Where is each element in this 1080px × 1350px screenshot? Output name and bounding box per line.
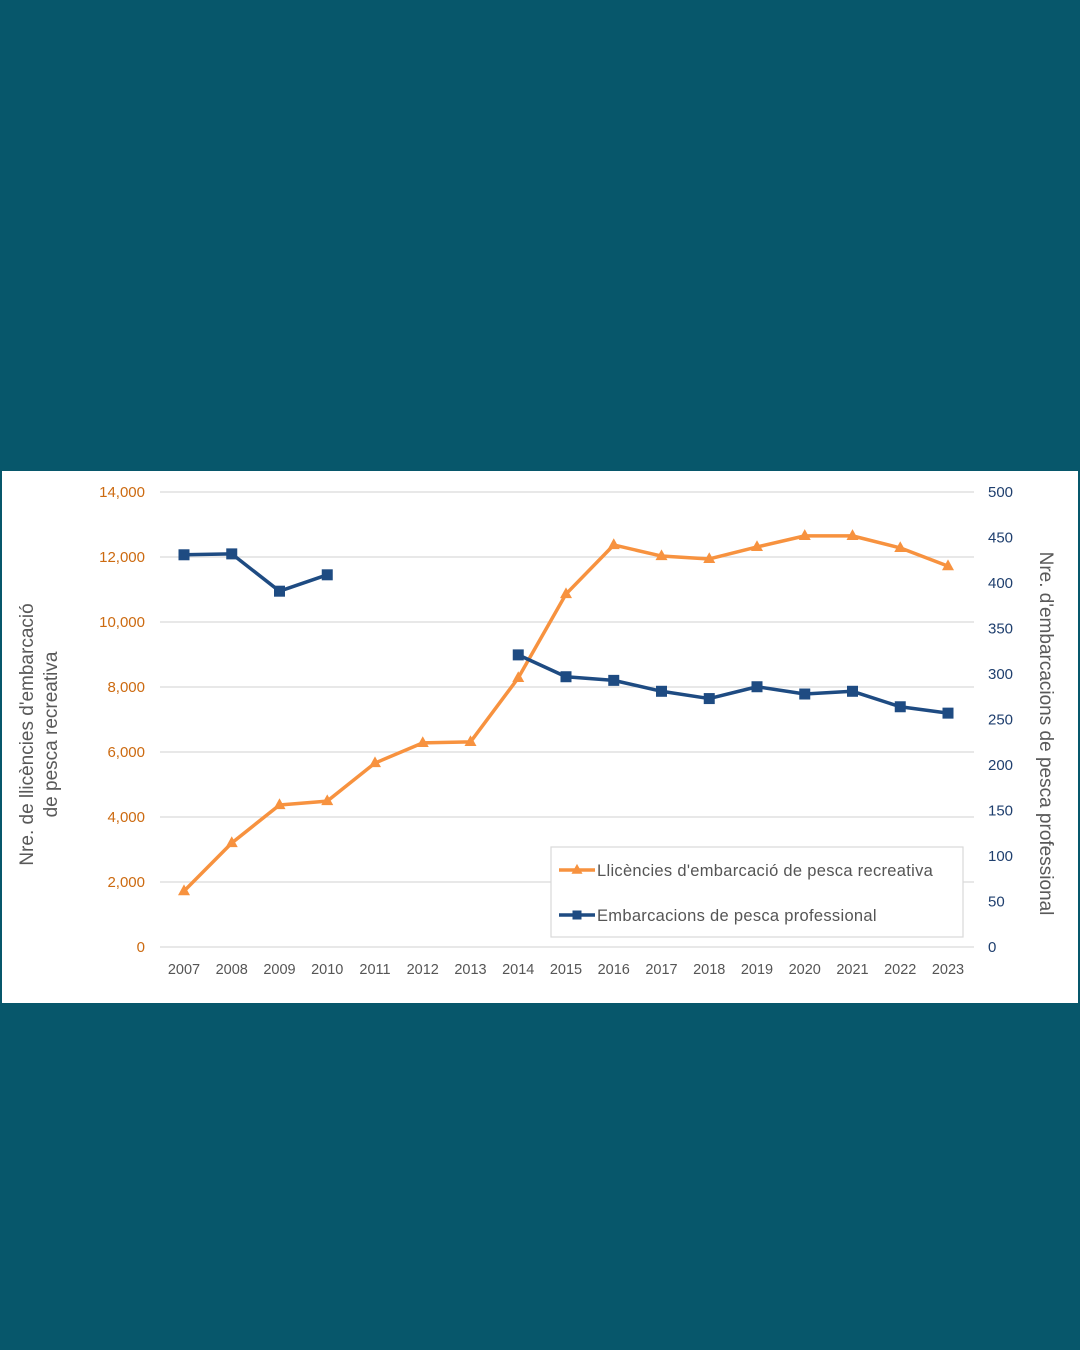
right-axis-title: Nre. d'embarcacions de pesca professiona… — [1035, 552, 1056, 916]
left-tick-label: 10,000 — [99, 614, 145, 631]
data-point-square — [799, 688, 811, 700]
x-tick-label: 2012 — [407, 962, 439, 978]
data-point-square — [178, 549, 190, 561]
left-axis-title-line: de pesca recreativa — [41, 651, 62, 817]
data-point-triangle — [369, 756, 381, 768]
chart: 02,0004,0006,0008,00010,00012,00014,000 … — [17, 484, 1056, 978]
right-tick-label: 500 — [988, 484, 1013, 501]
chart-panel: 0 2,000 4,000 6,000 8,000 10,000 12,000 14,000 … — [2, 471, 1078, 1003]
right-tick-label: 50 — [988, 894, 1005, 911]
x-tick-label: 2018 — [693, 962, 725, 978]
series-professional-boats — [178, 548, 954, 719]
data-point-triangle — [416, 736, 429, 748]
right-tick-label: 0 — [988, 939, 996, 956]
left-tick-label: 4,000 — [107, 809, 145, 826]
data-point-square — [608, 674, 620, 686]
data-point-triangle — [321, 794, 334, 806]
right-tick-label: 350 — [988, 621, 1013, 638]
data-point-square — [321, 569, 333, 581]
data-point-triangle — [273, 798, 286, 810]
left-tick-label: 12,000 — [99, 549, 145, 566]
x-tick-label: 2020 — [789, 962, 821, 978]
data-point-triangle — [751, 540, 763, 552]
right-tick-label: 150 — [988, 803, 1013, 820]
right-tick-label: 300 — [988, 666, 1013, 683]
left-tick-label: 2,000 — [107, 874, 145, 891]
x-tick-label: 2010 — [311, 962, 343, 978]
data-point-square — [656, 685, 667, 697]
left-tick-label: 0 — [137, 939, 145, 956]
data-point-triangle — [225, 836, 238, 848]
data-point-triangle — [894, 541, 907, 553]
legend-square-marker — [572, 910, 582, 920]
right-tick-label: 450 — [988, 530, 1013, 547]
legend-label: Embarcacions de pesca professional — [597, 907, 877, 925]
legend-box — [550, 846, 964, 938]
right-axis-title: Nre. d'embarcacions de pesca professiona… — [1035, 552, 1056, 916]
legend-label: Llicències d'embarcació de pesca recreat… — [597, 862, 934, 880]
data-point-square — [512, 649, 524, 661]
legend-item: Llicències d'embarcació de pesca recreat… — [559, 862, 934, 880]
data-point-triangle — [942, 559, 954, 571]
x-tick-label: 2007 — [168, 962, 200, 978]
left-tick-label: 6,000 — [107, 744, 145, 761]
left-tick-label: 8,000 — [107, 679, 145, 696]
data-point-triangle — [655, 549, 668, 561]
left-tick-label: 14,000 — [99, 484, 145, 501]
right-tick-label: 200 — [988, 757, 1013, 774]
data-point-triangle — [464, 735, 477, 747]
legend-item: Embarcacions de pesca professional — [559, 907, 877, 925]
left-axis-title: Nre. de llicències d'embarcació de pesca … — [17, 603, 62, 865]
data-point-square — [894, 701, 906, 713]
data-point-triangle — [178, 884, 190, 896]
x-tick-label: 2009 — [263, 962, 295, 978]
series-layer — [178, 529, 954, 896]
right-tick-label: 400 — [988, 575, 1013, 592]
data-point-square — [560, 671, 572, 683]
right-tick-label: 100 — [988, 848, 1013, 865]
x-tick-label: 2011 — [359, 962, 390, 978]
x-tick-label: 2016 — [598, 962, 630, 978]
data-point-square — [751, 681, 763, 693]
x-tick-label: 2013 — [454, 962, 486, 978]
series-recreational-licenses — [178, 529, 954, 896]
x-tick-label: 2017 — [645, 962, 677, 978]
right-axis-ticks: 0 50 100 150 200 250 300 350 400 450 500 — [988, 484, 1013, 956]
data-point-triangle — [703, 552, 716, 564]
x-tick-label: 2019 — [741, 962, 773, 978]
data-point-square — [847, 685, 858, 697]
data-point-square — [226, 548, 238, 560]
data-point-triangle — [846, 529, 859, 540]
data-point-triangle — [798, 529, 811, 540]
gridlines — [160, 491, 974, 948]
x-axis-ticks: 2007 2008 2009 2010 2011 2012 2013 2014 2015 2016… — [168, 962, 964, 978]
data-point-square — [274, 585, 285, 597]
x-tick-label: 2023 — [932, 962, 964, 978]
right-tick-label: 250 — [988, 712, 1013, 729]
legend-triangle-marker — [571, 863, 583, 874]
x-tick-label: 2008 — [216, 962, 248, 978]
left-axis-title-line: Nre. de llicències d'embarcació — [17, 603, 38, 865]
x-tick-label: 2014 — [502, 962, 534, 978]
data-point-square — [942, 707, 954, 719]
x-tick-label: 2015 — [550, 962, 582, 978]
x-tick-label: 2021 — [836, 962, 868, 978]
x-tick-label: 2022 — [884, 962, 916, 978]
data-point-square — [703, 693, 715, 705]
left-axis-ticks: 0 2,000 4,000 6,000 8,000 10,000 12,000 14,000 — [99, 484, 145, 956]
data-point-triangle — [607, 538, 620, 550]
data-point-triangle — [512, 671, 525, 683]
series-line — [183, 552, 949, 715]
legend: Llicències d'embarcació de pesca recreat… — [550, 846, 964, 938]
data-point-triangle — [560, 587, 572, 599]
